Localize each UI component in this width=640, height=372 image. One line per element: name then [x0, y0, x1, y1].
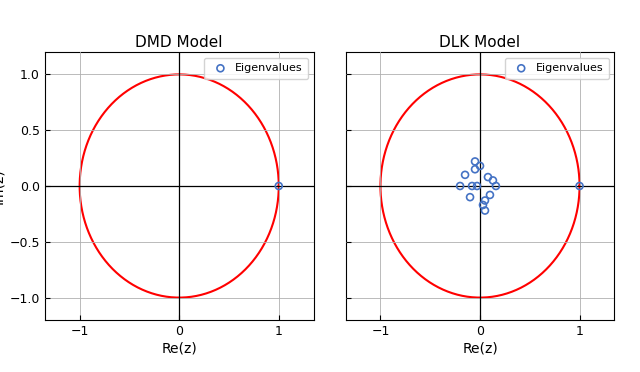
Eigenvalues — [485, 192, 495, 198]
Eigenvalues — [465, 194, 475, 200]
Eigenvalues — [467, 183, 477, 189]
Eigenvalues — [472, 183, 482, 189]
Eigenvalues — [480, 198, 490, 203]
Eigenvalues — [480, 208, 490, 214]
X-axis label: Re(z): Re(z) — [161, 342, 197, 356]
Eigenvalues — [455, 183, 465, 189]
X-axis label: Re(z): Re(z) — [462, 342, 498, 356]
Eigenvalues — [488, 177, 498, 183]
Eigenvalues — [470, 158, 480, 164]
Eigenvalues — [575, 183, 585, 189]
Eigenvalues — [475, 163, 485, 169]
Legend: Eigenvalues: Eigenvalues — [504, 58, 609, 79]
Eigenvalues — [478, 202, 488, 208]
Eigenvalues — [491, 183, 501, 189]
Eigenvalues — [274, 183, 284, 189]
Eigenvalues — [460, 172, 470, 178]
Y-axis label: Im(z): Im(z) — [0, 168, 5, 204]
Eigenvalues — [483, 174, 493, 180]
Title: DMD Model: DMD Model — [136, 35, 223, 49]
Legend: Eigenvalues: Eigenvalues — [204, 58, 308, 79]
Title: DLK Model: DLK Model — [440, 35, 520, 49]
Eigenvalues — [470, 166, 480, 172]
